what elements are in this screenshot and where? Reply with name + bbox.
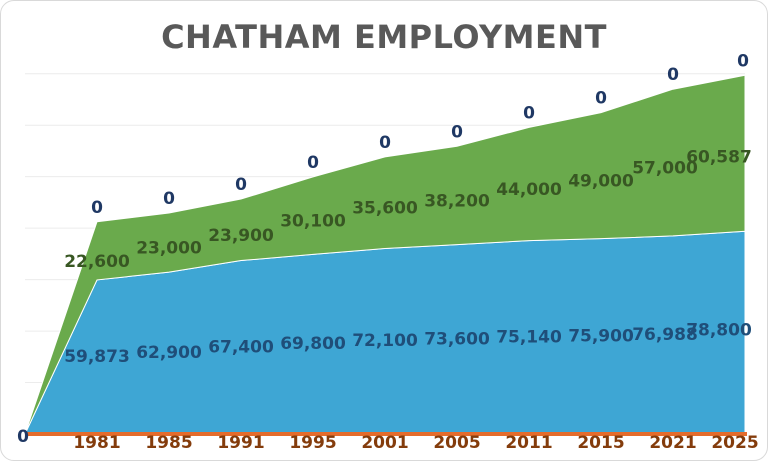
data-label: 0	[17, 427, 29, 447]
x-tick-label: 2001	[361, 433, 408, 453]
data-label: 38,200	[424, 191, 490, 211]
data-label: 44,000	[496, 180, 562, 200]
x-tick-label: 2005	[433, 433, 480, 453]
data-label: 59,873	[64, 347, 130, 367]
x-tick-label: 1981	[73, 433, 120, 453]
data-label: 0	[523, 103, 535, 123]
data-label: 0	[667, 65, 679, 85]
x-tick-label: 1995	[289, 433, 336, 453]
data-label: 76,988	[632, 325, 698, 345]
data-label: 35,600	[352, 199, 418, 219]
data-label: 23,000	[136, 239, 202, 259]
data-label: 60,587	[686, 147, 752, 167]
chart-title: CHATHAM EMPLOYMENT	[161, 18, 607, 56]
data-label: 0	[737, 51, 749, 71]
data-label: 0	[379, 133, 391, 153]
data-label: 75,900	[568, 326, 634, 346]
data-label: 0	[595, 89, 607, 109]
x-tick-label: 2025	[711, 433, 758, 453]
data-label: 23,900	[208, 226, 274, 246]
x-tick-label: 2011	[505, 433, 552, 453]
data-label: 0	[307, 153, 319, 173]
data-label: 0	[235, 175, 247, 195]
series-area-2	[24, 74, 746, 435]
x-tick-label: 1985	[145, 433, 192, 453]
data-label: 62,900	[136, 343, 202, 363]
data-label: 72,100	[352, 331, 418, 351]
data-label: 78,800	[686, 321, 752, 341]
data-label: 69,800	[280, 334, 346, 354]
x-tick-label: 1991	[217, 433, 264, 453]
data-label: 57,000	[632, 159, 698, 179]
data-label: 0	[163, 189, 175, 209]
data-label: 67,400	[208, 337, 274, 357]
data-label: 0	[91, 198, 103, 218]
data-label: 30,100	[280, 212, 346, 232]
data-label: 49,000	[568, 172, 634, 192]
x-tick-label: 2021	[649, 433, 696, 453]
data-label: 22,600	[64, 252, 130, 272]
data-label: 73,600	[424, 329, 490, 349]
data-label: 75,140	[496, 327, 562, 347]
data-label: 0	[451, 122, 463, 142]
x-tick-label: 2015	[577, 433, 624, 453]
